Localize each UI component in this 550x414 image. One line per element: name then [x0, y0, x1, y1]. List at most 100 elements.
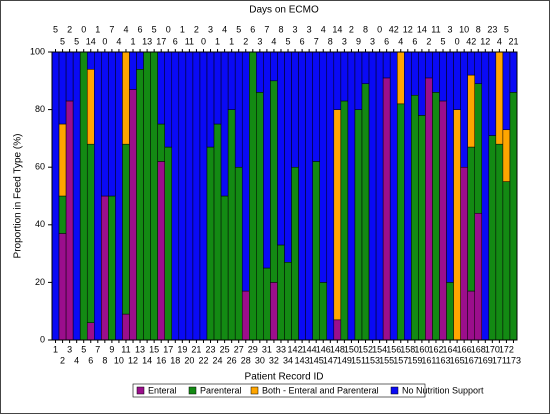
bar-segment — [277, 51, 285, 246]
bar-segment — [122, 143, 130, 315]
bar-segment — [502, 51, 511, 131]
top-axis-title: Days on ECMO — [249, 5, 319, 16]
days-label: 14 — [417, 24, 427, 34]
days-label: 2 — [67, 24, 72, 34]
bar-segment — [446, 51, 454, 283]
bar-segment — [213, 51, 222, 125]
days-label: 21 — [508, 36, 518, 46]
days-label: 12 — [480, 36, 490, 46]
bar-segment — [354, 109, 363, 341]
x-tick-label: 14 — [142, 355, 152, 365]
days-label: 2 — [426, 36, 431, 46]
x-tick-label: 171 — [492, 355, 507, 365]
bar-segment — [361, 51, 370, 84]
days-label: 5 — [53, 24, 58, 34]
bar-segment — [86, 322, 95, 341]
days-label: 1 — [131, 36, 136, 46]
bar-segment — [474, 83, 483, 214]
bar-segment — [291, 51, 299, 168]
legend-swatch — [390, 386, 399, 395]
days-label: 3 — [293, 24, 298, 34]
bar-segment — [178, 51, 187, 341]
x-tick-label: 157 — [393, 355, 408, 365]
x-tick-label: 159 — [407, 355, 422, 365]
days-label: 1 — [215, 36, 220, 46]
plot-border — [51, 51, 518, 341]
bar-segment — [101, 51, 109, 197]
days-label: 23 — [487, 24, 497, 34]
days-label: 3 — [370, 36, 375, 46]
bar-segment — [150, 51, 158, 341]
days-label: 7 — [109, 24, 114, 34]
days-label: 11 — [431, 24, 440, 34]
x-tick-label: 13 — [135, 344, 145, 354]
days-label: 0 — [201, 36, 206, 46]
bar-segment — [108, 51, 116, 197]
bar-segment — [425, 77, 433, 341]
days-label: 4 — [222, 24, 227, 34]
y-tick-label: 100 — [30, 46, 45, 56]
bar-segment — [411, 51, 419, 96]
x-tick-label: 143 — [295, 355, 310, 365]
x-tick-label: 32 — [269, 355, 279, 365]
bar-segment — [347, 51, 356, 341]
bar-segment — [333, 51, 342, 110]
bar-segment — [86, 51, 95, 70]
x-tick-label: 161 — [421, 355, 436, 365]
bar-segment — [164, 146, 173, 341]
bar-segment — [382, 51, 391, 79]
bar-segment — [326, 51, 335, 341]
days-label: 5 — [152, 24, 157, 34]
days-label: 17 — [156, 36, 166, 46]
days-label: 3 — [448, 24, 453, 34]
x-tick-label: 26 — [227, 355, 237, 365]
x-tick-label: 172 — [499, 344, 514, 354]
bar-segment — [368, 51, 377, 341]
days-label: 8 — [363, 24, 368, 34]
bar-segment — [270, 80, 278, 283]
bar-segment — [411, 94, 419, 341]
bar-segment — [206, 146, 215, 341]
bar-segment — [453, 51, 461, 110]
x-tick-label: 17 — [163, 344, 173, 354]
x-tick-label: 16 — [156, 355, 166, 365]
bar-segment — [340, 51, 349, 102]
bar-segment — [136, 69, 144, 341]
bar-segment — [488, 135, 497, 341]
x-tick-label: 145 — [309, 355, 324, 365]
days-label: 3 — [208, 24, 213, 34]
bar-segment — [227, 51, 236, 110]
bar-segment — [425, 51, 433, 79]
days-label: 2 — [194, 24, 199, 34]
days-label: 5 — [286, 36, 291, 46]
x-tick-label: 31 — [262, 344, 272, 354]
bar-segment — [488, 51, 497, 136]
bar-segment — [284, 261, 292, 341]
bar-segment — [404, 51, 412, 341]
bar-segment — [129, 51, 137, 90]
bar-segment — [270, 51, 278, 82]
bar-segment — [79, 51, 88, 341]
x-tick-label: 144 — [302, 344, 317, 354]
bar-segment — [333, 319, 342, 341]
bar-segment — [263, 51, 271, 269]
bar-segment — [171, 51, 180, 341]
days-label: 2 — [243, 36, 248, 46]
bar-segment — [249, 51, 257, 341]
bar-segment — [206, 51, 215, 148]
bar-segment — [382, 77, 391, 341]
x-tick-label: 25 — [220, 344, 230, 354]
days-label: 1 — [95, 24, 100, 34]
bar-segment — [263, 267, 271, 341]
days-label: 8 — [328, 36, 333, 46]
days-label: 4 — [271, 36, 276, 46]
x-tick-label: 27 — [234, 344, 244, 354]
bar-segment — [72, 51, 81, 341]
bar-segment — [418, 115, 426, 341]
bar-segment — [495, 143, 504, 341]
bar-segment — [234, 51, 243, 168]
bar-segment — [319, 282, 328, 341]
days-label: 5 — [504, 24, 509, 34]
bar-segment — [354, 51, 363, 110]
